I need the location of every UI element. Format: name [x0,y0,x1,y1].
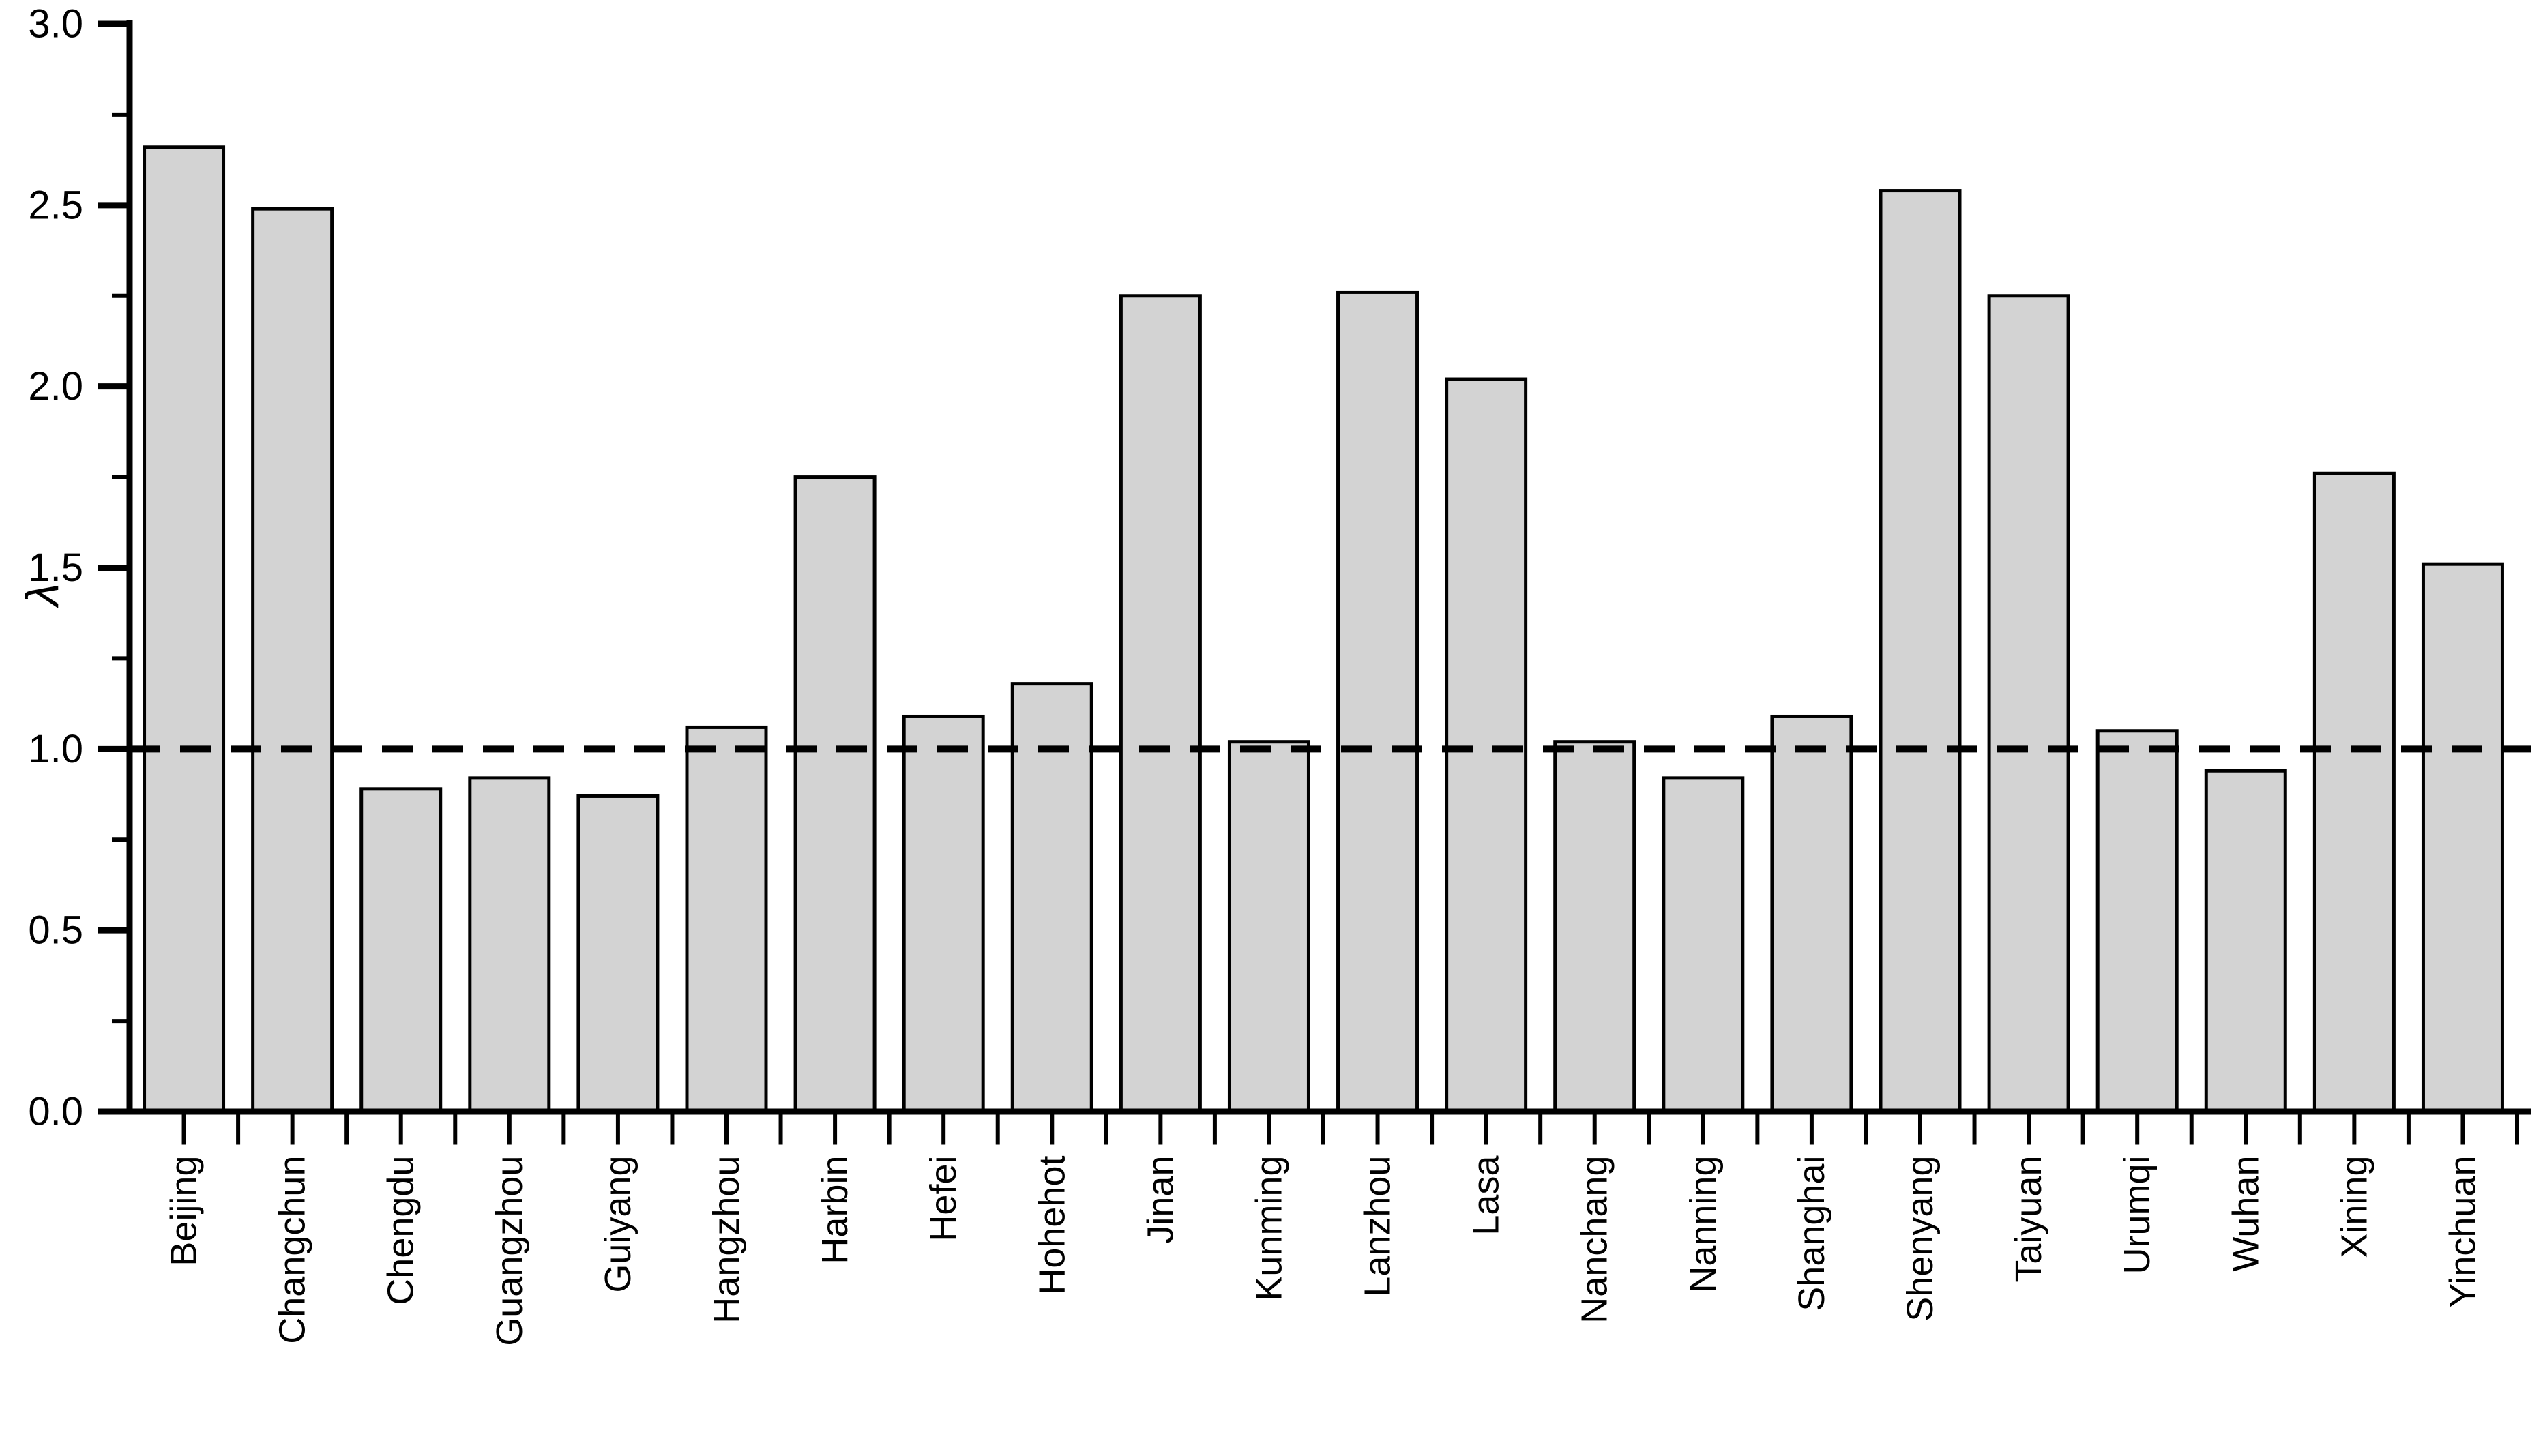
category-label-kunming: Kunming [1248,1156,1289,1301]
category-label-nanchang: Nanchang [1574,1156,1615,1324]
bar-jinan [1119,294,1202,1114]
bar-shenyang [1879,189,1962,1114]
y-tick-label: 1.5 [28,546,83,590]
bar-guangzhou [468,776,551,1114]
y-axis-title: λ [16,583,68,608]
bar-lanzhou [1336,290,1419,1114]
bar-nanchang [1553,740,1636,1114]
bar-urumqi [2095,729,2179,1114]
bar-xining [2312,471,2396,1114]
category-label-changchun: Changchun [272,1156,313,1344]
category-label-hefei: Hefei [923,1156,964,1242]
bar-hohehot [1010,682,1093,1114]
bar-yinchuan [2421,562,2504,1114]
bar-lasa [1445,377,1528,1114]
bar-shanghai [1770,714,1853,1114]
category-label-shanghai: Shanghai [1791,1156,1832,1311]
category-label-hangzhou: Hangzhou [706,1156,747,1324]
category-label-harbin: Harbin [814,1156,855,1264]
bar-guiyang [576,794,660,1114]
category-label-chengdu: Chengdu [381,1156,422,1305]
category-label-xining: Xining [2334,1156,2374,1258]
bar-wuhan [2204,769,2287,1114]
y-tick-label: 0.5 [28,908,83,953]
y-tick-label: 3.0 [28,2,83,46]
bar-chengdu [359,787,443,1114]
bar-harbin [793,475,877,1114]
category-label-wuhan: Wuhan [2225,1156,2266,1272]
category-label-urumqi: Urumqi [2117,1156,2158,1275]
category-label-beijing: Beijing [164,1156,205,1266]
bar-taiyuan [1987,294,2070,1114]
category-label-nanning: Nanning [1683,1156,1724,1293]
bar-beijing [143,145,226,1114]
category-label-guiyang: Guiyang [598,1156,638,1293]
category-label-lasa: Lasa [1466,1155,1507,1236]
category-label-guangzhou: Guangzhou [489,1156,530,1346]
bar-changchun [251,207,334,1114]
category-label-lanzhou: Lanzhou [1357,1156,1398,1297]
category-label-taiyuan: Taiyuan [2008,1156,2049,1283]
y-tick-label: 2.5 [28,183,83,227]
y-tick-label: 1.0 [28,727,83,771]
bar-hangzhou [685,725,768,1114]
category-label-hohehot: Hohehot [1031,1156,1072,1295]
y-tick-label: 2.0 [28,364,83,408]
y-tick-label: 0.0 [28,1090,83,1134]
bar-hefei [902,714,985,1114]
category-label-shenyang: Shenyang [1900,1156,1941,1322]
category-label-jinan: Jinan [1140,1156,1181,1244]
category-label-yinchuan: Yinchuan [2442,1156,2483,1308]
bar-nanning [1662,776,1745,1114]
bar-kunming [1227,740,1310,1114]
